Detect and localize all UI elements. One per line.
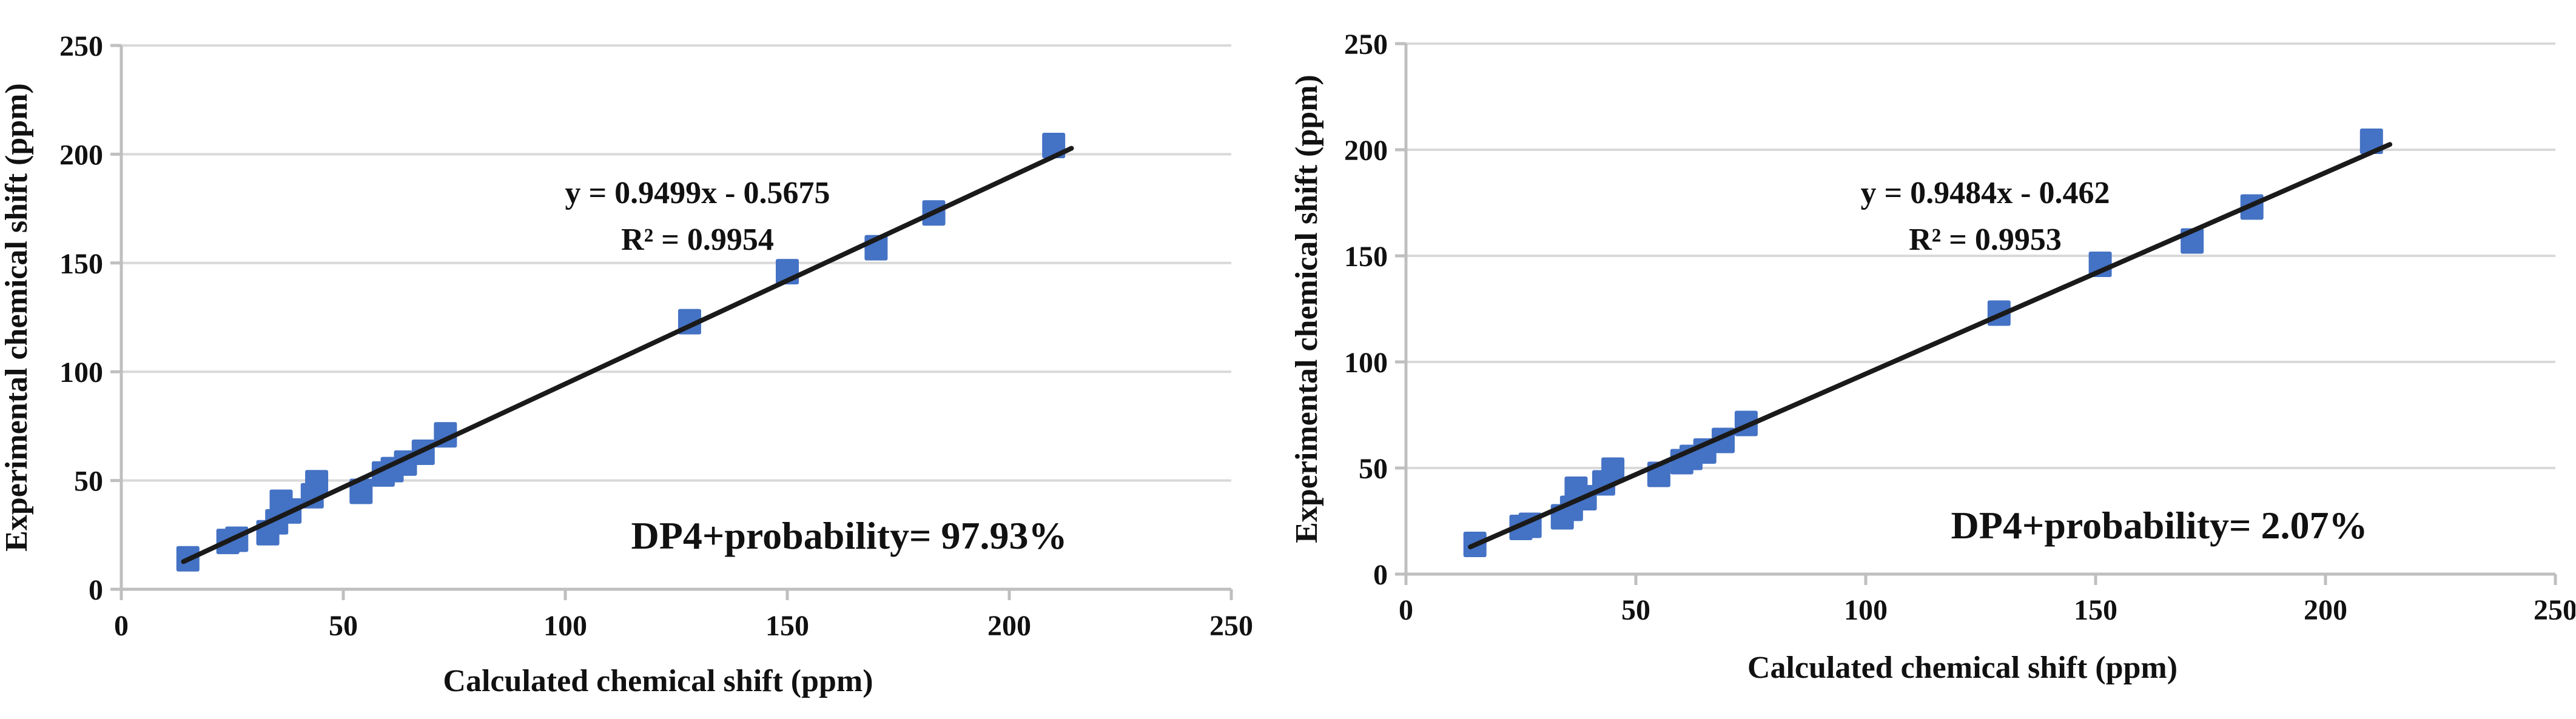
y-tick-label: 50 bbox=[1359, 453, 1388, 485]
x-axis-title: Calculated chemical shift (ppm) bbox=[443, 664, 873, 698]
x-tick-label: 0 bbox=[114, 610, 129, 642]
trendline-equation-label: y = 0.9484x - 0.462 bbox=[1861, 176, 2110, 210]
dp4-probability-label: DP4+probability= 2.07% bbox=[1951, 504, 2368, 547]
y-tick-label: 200 bbox=[1344, 135, 1388, 167]
y-axis-title: Experimental chemical shift (ppm) bbox=[1290, 75, 1324, 543]
scatter-chart-left: 0 50 100 150 200 250 0 50 100 150 200 250 y = 0.9499… bbox=[0, 30, 1253, 698]
y-tick-label: 50 bbox=[74, 466, 103, 498]
y-tick-label: 0 bbox=[89, 574, 103, 606]
x-tick-label: 0 bbox=[1399, 594, 1413, 626]
r-squared-label: R² = 0.9954 bbox=[621, 222, 774, 257]
y-tick-label: 100 bbox=[59, 356, 103, 389]
x-tick-label: 150 bbox=[2074, 594, 2117, 626]
x-tick-label: 50 bbox=[1621, 594, 1650, 626]
y-tick-label: 250 bbox=[59, 30, 103, 62]
x-tick-label: 200 bbox=[2304, 594, 2347, 626]
x-tick-label: 250 bbox=[1209, 610, 1253, 642]
x-tick-label: 200 bbox=[987, 610, 1031, 642]
y-tick-label: 200 bbox=[59, 139, 103, 171]
y-axis-title: Experimental chemical shift (ppm) bbox=[0, 83, 34, 552]
data-point-marker bbox=[349, 478, 373, 504]
x-tick-label: 100 bbox=[543, 610, 587, 642]
x-tick-label: 50 bbox=[329, 610, 358, 642]
y-tick-label: 100 bbox=[1344, 347, 1388, 379]
trendline bbox=[181, 145, 1074, 564]
y-tick-label: 250 bbox=[1344, 28, 1388, 61]
trendline bbox=[1468, 142, 2393, 550]
trendline-equation-label: y = 0.9499x - 0.5675 bbox=[565, 176, 830, 210]
x-tick-label: 250 bbox=[2534, 594, 2575, 626]
y-tick-label: 150 bbox=[59, 248, 103, 280]
y-tick-label: 150 bbox=[1344, 241, 1388, 273]
scatter-plot-svg-right: 0 50 100 150 200 250 0 50 100 150 200 250 y = 0.9484… bbox=[1290, 28, 2575, 685]
dp4-probability-label: DP4+probability= 97.93% bbox=[631, 514, 1068, 557]
data-point-marker bbox=[305, 470, 329, 496]
x-tick-label: 150 bbox=[765, 610, 809, 642]
scatter-plot-svg-left: 0 50 100 150 200 250 0 50 100 150 200 250 y = 0.9499… bbox=[0, 30, 1253, 698]
x-axis-title: Calculated chemical shift (ppm) bbox=[1747, 650, 2177, 685]
x-tick-label: 100 bbox=[1844, 594, 1888, 626]
data-point-marker bbox=[1601, 457, 1625, 483]
scatter-chart-right: 0 50 100 150 200 250 0 50 100 150 200 250 y = 0.9484… bbox=[1288, 0, 2575, 719]
y-tick-label: 0 bbox=[1373, 559, 1388, 591]
r-squared-label: R² = 0.9953 bbox=[1909, 222, 2062, 257]
